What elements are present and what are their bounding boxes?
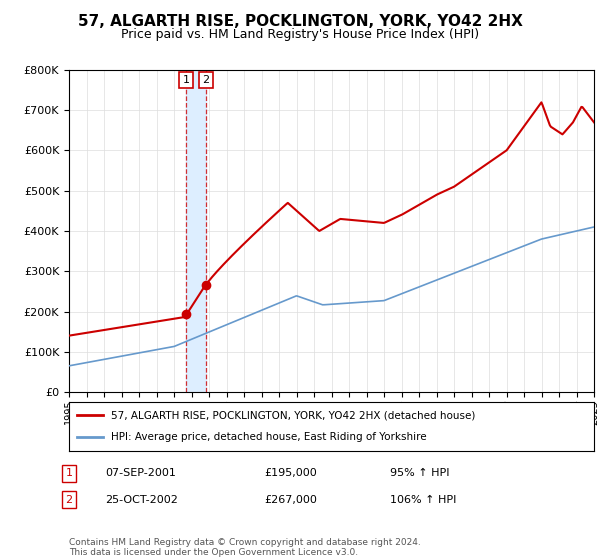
Text: £267,000: £267,000 — [264, 494, 317, 505]
Text: Contains HM Land Registry data © Crown copyright and database right 2024.
This d: Contains HM Land Registry data © Crown c… — [69, 538, 421, 557]
Bar — [186, 70, 206, 392]
Text: 57, ALGARTH RISE, POCKLINGTON, YORK, YO42 2HX (detached house): 57, ALGARTH RISE, POCKLINGTON, YORK, YO4… — [111, 410, 475, 421]
Text: 2: 2 — [65, 494, 73, 505]
Text: 106% ↑ HPI: 106% ↑ HPI — [390, 494, 457, 505]
Text: Price paid vs. HM Land Registry's House Price Index (HPI): Price paid vs. HM Land Registry's House … — [121, 28, 479, 41]
Text: 1: 1 — [65, 468, 73, 478]
Text: HPI: Average price, detached house, East Riding of Yorkshire: HPI: Average price, detached house, East… — [111, 432, 427, 442]
Text: 57, ALGARTH RISE, POCKLINGTON, YORK, YO42 2HX: 57, ALGARTH RISE, POCKLINGTON, YORK, YO4… — [77, 14, 523, 29]
Text: 1: 1 — [182, 75, 190, 85]
Text: £195,000: £195,000 — [264, 468, 317, 478]
Text: 25-OCT-2002: 25-OCT-2002 — [105, 494, 178, 505]
Text: 95% ↑ HPI: 95% ↑ HPI — [390, 468, 449, 478]
Text: 2: 2 — [202, 75, 209, 85]
Text: 07-SEP-2001: 07-SEP-2001 — [105, 468, 176, 478]
